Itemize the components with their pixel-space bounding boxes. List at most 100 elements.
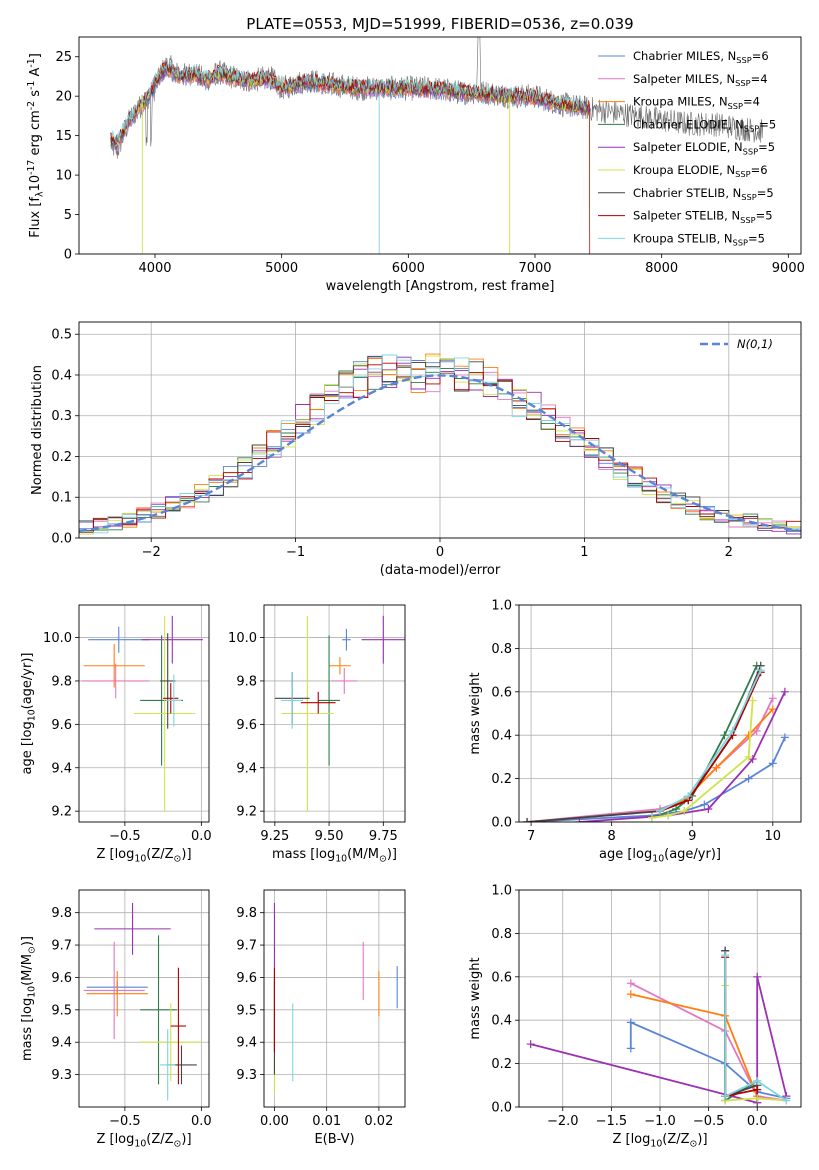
y-tick-label: 0.0 (491, 1101, 512, 1116)
weight-line-4 (530, 976, 788, 1104)
weight-marker (656, 807, 664, 816)
y-axis-label: mass weight (468, 672, 483, 754)
weight-line-5 (724, 985, 787, 1102)
legend-entry-7: Salpeter STELIB, NSSP​=5 (633, 209, 773, 225)
x-axis-label: (data-model)/error (380, 563, 501, 578)
plot-area-z-age (79, 605, 209, 822)
x-tick-label: −0.5 (109, 1114, 141, 1129)
y-tick-label: 10.0 (228, 631, 257, 646)
y-tick-label: 0.5 (51, 328, 72, 343)
weight-marker (753, 1094, 762, 1103)
axes-frame (263, 604, 406, 823)
x-tick-label: −0.5 (109, 829, 141, 844)
x-tick-label: 9000 (772, 261, 805, 276)
histogram-6 (79, 355, 801, 532)
panel-mass-age: 9.25 9.50 9.75 9.2 9.4 9.6 9.8 10.0 mass [log10​… (228, 604, 406, 865)
y-axis-label: mass weight (468, 957, 483, 1039)
x-tick-label: 9.75 (369, 829, 398, 844)
y-tick-label: 5 (64, 208, 72, 223)
panel-ebv-mass: 0.00 0.01 0.02 9.3 9.4 9.5 9.6 9.7 9.8 E(B-V) (236, 889, 406, 1147)
plot-area-z-weight (519, 890, 801, 1107)
y-tick-label: 20 (55, 90, 72, 105)
weight-line-2 (630, 993, 759, 1097)
y-tick-label: 9.4 (236, 761, 257, 776)
x-tick-label: 5000 (265, 261, 298, 276)
axes-frame (518, 889, 802, 1108)
gaussian-curve (79, 374, 801, 533)
x-tick-label: −1.0 (644, 1114, 676, 1129)
weight-marker (672, 804, 681, 813)
y-tick-label: 9.6 (236, 718, 257, 733)
weight-line-1 (527, 697, 774, 822)
y-tick-label: 9.5 (51, 1003, 72, 1018)
y-tick-label: 9.7 (236, 939, 257, 954)
x-tick-label: 0.0 (191, 1114, 212, 1129)
x-tick-label: 9.25 (260, 829, 289, 844)
y-tick-label: 25 (55, 50, 72, 65)
weight-marker (626, 1044, 635, 1053)
x-tick-label: 9.50 (315, 829, 344, 844)
x-tick-label: 0 (436, 545, 444, 560)
weight-marker (768, 694, 777, 703)
axes-frame (263, 889, 406, 1108)
y-tick-label: 9.6 (236, 971, 257, 986)
x-tick-label: 0.0 (191, 829, 212, 844)
legend-entry-gaussian: N(0,1) (737, 337, 773, 351)
x-axis-label: wavelength [Angstrom, rest frame] (326, 279, 555, 294)
panel-z-mass: −0.5 0.0 9.3 9.4 9.5 9.6 9.7 9.8 Z [log10​(Z/Z⊙​… (20, 889, 212, 1150)
weight-marker (523, 818, 532, 822)
panel-z-weight: −2.0 −1.5 −1.0 −0.5 0.0 0.0 0.2 0.4 0.6 0.8 1.0 Z [… (468, 884, 802, 1150)
weight-marker (728, 726, 737, 735)
weight-marker (647, 813, 656, 822)
y-tick-label: 0.3 (51, 409, 72, 424)
legend-entry-1: Salpeter MILES, NSSP​=4 (633, 72, 768, 88)
y-tick-label: 9.3 (51, 1068, 72, 1083)
x-axis-label: Z [log10​(Z/Z⊙​)] (96, 847, 191, 865)
y-tick-label: 9.5 (236, 1003, 257, 1018)
axes-frame (78, 604, 210, 823)
plot-area-age-weight (519, 605, 801, 822)
y-tick-label: 9.4 (236, 1036, 257, 1051)
weight-marker (626, 1018, 635, 1027)
x-axis-label: age [log10​(age/yr)] (599, 847, 721, 865)
y-tick-label: 0.4 (491, 729, 512, 744)
x-tick-label: 0.00 (260, 1114, 289, 1129)
axes-frame (518, 604, 802, 823)
x-axis-label: mass [log10​(M/M⊙​)] (272, 847, 397, 865)
histogram-8 (79, 354, 801, 534)
weight-marker (752, 726, 761, 735)
y-tick-label: 0.2 (491, 772, 512, 787)
weight-marker (575, 818, 584, 822)
x-tick-label: 1 (580, 545, 588, 560)
x-tick-label: −1 (286, 545, 305, 560)
y-tick-label: 1.0 (491, 884, 512, 899)
x-axis-label: E(B-V) (314, 1132, 354, 1147)
plot-area-z-mass (79, 890, 209, 1107)
weight-marker (780, 687, 789, 696)
axes-frame (78, 889, 210, 1108)
x-tick-label: −2.0 (547, 1114, 579, 1129)
weight-marker (744, 731, 753, 740)
y-tick-label: 9.7 (51, 939, 72, 954)
model-line-7 (110, 61, 591, 254)
y-axis-label: age [log10​(age/yr)] (20, 653, 38, 775)
legend-entry-3: Chabrier ELODIE, NSSP​=5 (633, 117, 776, 133)
y-tick-label: 0.1 (51, 491, 72, 506)
y-tick-label: 9.6 (51, 718, 72, 733)
y-tick-label: 1.0 (491, 599, 512, 614)
y-tick-label: 10 (55, 169, 72, 184)
y-tick-label: 0.4 (491, 1014, 512, 1029)
y-tick-label: 0.6 (491, 685, 512, 700)
weight-marker (744, 752, 753, 761)
legend-entry-6: Chabrier STELIB, NSSP​=5 (633, 186, 774, 202)
y-tick-label: 9.8 (236, 674, 257, 689)
weight-line-8 (724, 955, 787, 1102)
axes-frame (78, 36, 802, 255)
x-tick-label: 7 (527, 829, 535, 844)
y-tick-label: 0.8 (491, 927, 512, 942)
weight-marker (700, 800, 709, 809)
weight-marker (626, 990, 635, 999)
model-line-8 (110, 60, 586, 144)
x-tick-label: 9 (688, 829, 696, 844)
weight-marker (526, 1040, 535, 1049)
